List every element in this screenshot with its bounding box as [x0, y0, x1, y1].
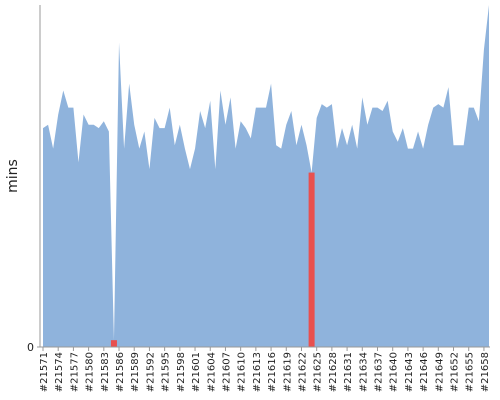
x-tick-label: #21616	[267, 352, 278, 392]
x-tick-label: #21574	[54, 352, 65, 392]
x-tick-label: #21613	[252, 352, 263, 392]
x-tick-label: #21649	[434, 352, 445, 392]
x-tick-label: #21625	[313, 352, 324, 392]
x-tick-label: #21631	[343, 352, 354, 392]
x-tick-label: #21610	[237, 352, 248, 392]
x-tick-label: #21637	[374, 352, 385, 392]
x-tick-label: #21592	[145, 352, 156, 392]
x-tick-label: #21655	[465, 352, 476, 392]
x-tick-label: #21634	[358, 352, 369, 392]
x-tick-label: #21643	[404, 352, 415, 392]
x-tick-label: #21598	[176, 352, 187, 392]
y-axis-label: mins	[5, 159, 21, 193]
x-tick-label: #21601	[191, 352, 202, 392]
area	[43, 5, 489, 347]
x-tick-label: #21595	[161, 352, 172, 392]
x-tick-label: #21646	[419, 352, 430, 392]
x-tick-label: #21571	[39, 352, 50, 392]
x-tick-label: #21619	[282, 352, 293, 392]
x-tick-label: #21607	[221, 352, 232, 392]
failed-build-bar	[110, 340, 117, 347]
x-tick-label: #21628	[328, 352, 339, 392]
x-tick-label: #21658	[480, 352, 491, 392]
x-tick-label: #21577	[69, 352, 80, 392]
x-tick-label: #21622	[297, 352, 308, 392]
failed-build-bar	[308, 172, 315, 347]
x-tick-label: #21652	[450, 352, 461, 392]
x-tick-label: #21586	[115, 352, 126, 392]
x-tick-label: #21640	[389, 352, 400, 392]
x-tick-label: #21583	[100, 352, 111, 392]
x-tick-label: #21604	[206, 352, 217, 392]
x-tick-label: #21589	[130, 352, 141, 392]
y-tick-label: 0	[27, 341, 34, 354]
x-tick-label: #21580	[85, 352, 96, 392]
